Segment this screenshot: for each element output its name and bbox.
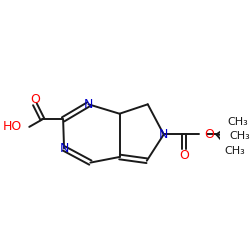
Text: N: N: [84, 98, 93, 111]
Text: HO: HO: [2, 120, 22, 134]
Text: CH₃: CH₃: [230, 131, 250, 141]
Text: CH₃: CH₃: [228, 117, 248, 127]
Text: O: O: [180, 148, 189, 162]
Text: N: N: [59, 142, 69, 155]
Text: O: O: [204, 128, 214, 141]
Text: CH₃: CH₃: [225, 146, 246, 156]
Text: N: N: [159, 128, 168, 141]
Text: O: O: [30, 93, 40, 106]
